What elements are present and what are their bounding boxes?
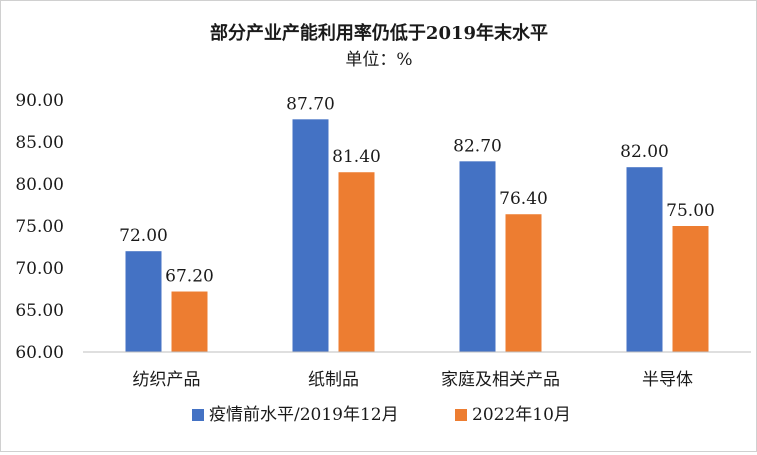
y-tick-label: 70.00	[15, 259, 64, 279]
y-tick-label: 60.00	[15, 343, 64, 363]
y-tick-label: 75.00	[15, 217, 64, 237]
data-labels-group: 72.00 67.20 87.70 81.40 82.70 76.40 82.00 75.00	[119, 94, 715, 286]
data-label: 81.40	[332, 147, 381, 167]
bar-pre-pandemic-2	[459, 161, 496, 352]
y-tick-label: 80.00	[15, 175, 64, 195]
bar-oct-2022-0	[171, 291, 208, 352]
bar-pre-pandemic-1	[292, 119, 329, 352]
x-category-label: 家庭及相关产品	[441, 370, 560, 390]
legend-swatch	[192, 409, 204, 421]
chart-title: 部分产业产能利用率仍低于2019年末水平	[210, 22, 548, 44]
data-label: 82.00	[620, 142, 669, 162]
data-label: 76.40	[499, 189, 548, 209]
x-axis-categories: 纺织产品 纸制品 家庭及相关产品 半导体	[133, 370, 694, 390]
legend-label: 疫情前水平/2019年12月	[209, 405, 399, 425]
data-label: 72.00	[119, 226, 168, 246]
bar-pre-pandemic-3	[626, 167, 663, 352]
chart-subtitle: 单位：%	[345, 50, 412, 70]
y-tick-label: 65.00	[15, 301, 64, 321]
bar-oct-2022-2	[505, 214, 542, 352]
legend: 疫情前水平/2019年12月 2022年10月	[192, 405, 571, 425]
bar-oct-2022-3	[672, 226, 709, 352]
x-category-label: 纺织产品	[133, 370, 201, 390]
legend-label: 2022年10月	[472, 405, 571, 425]
data-label: 87.70	[286, 94, 335, 114]
data-label: 75.00	[666, 201, 715, 221]
data-label: 67.20	[165, 267, 214, 287]
data-label: 82.70	[453, 136, 502, 156]
bar-oct-2022-1	[338, 172, 375, 352]
legend-swatch	[455, 409, 467, 421]
y-tick-label: 90.00	[15, 91, 64, 111]
bars-group	[125, 119, 709, 352]
x-category-label: 纸制品	[308, 370, 359, 390]
x-category-label: 半导体	[642, 370, 693, 390]
bar-pre-pandemic-0	[125, 251, 162, 352]
y-tick-label: 85.00	[15, 133, 64, 153]
y-axis-ticks: 60.00 65.00 70.00 75.00 80.00 85.00 90.00	[15, 91, 64, 363]
